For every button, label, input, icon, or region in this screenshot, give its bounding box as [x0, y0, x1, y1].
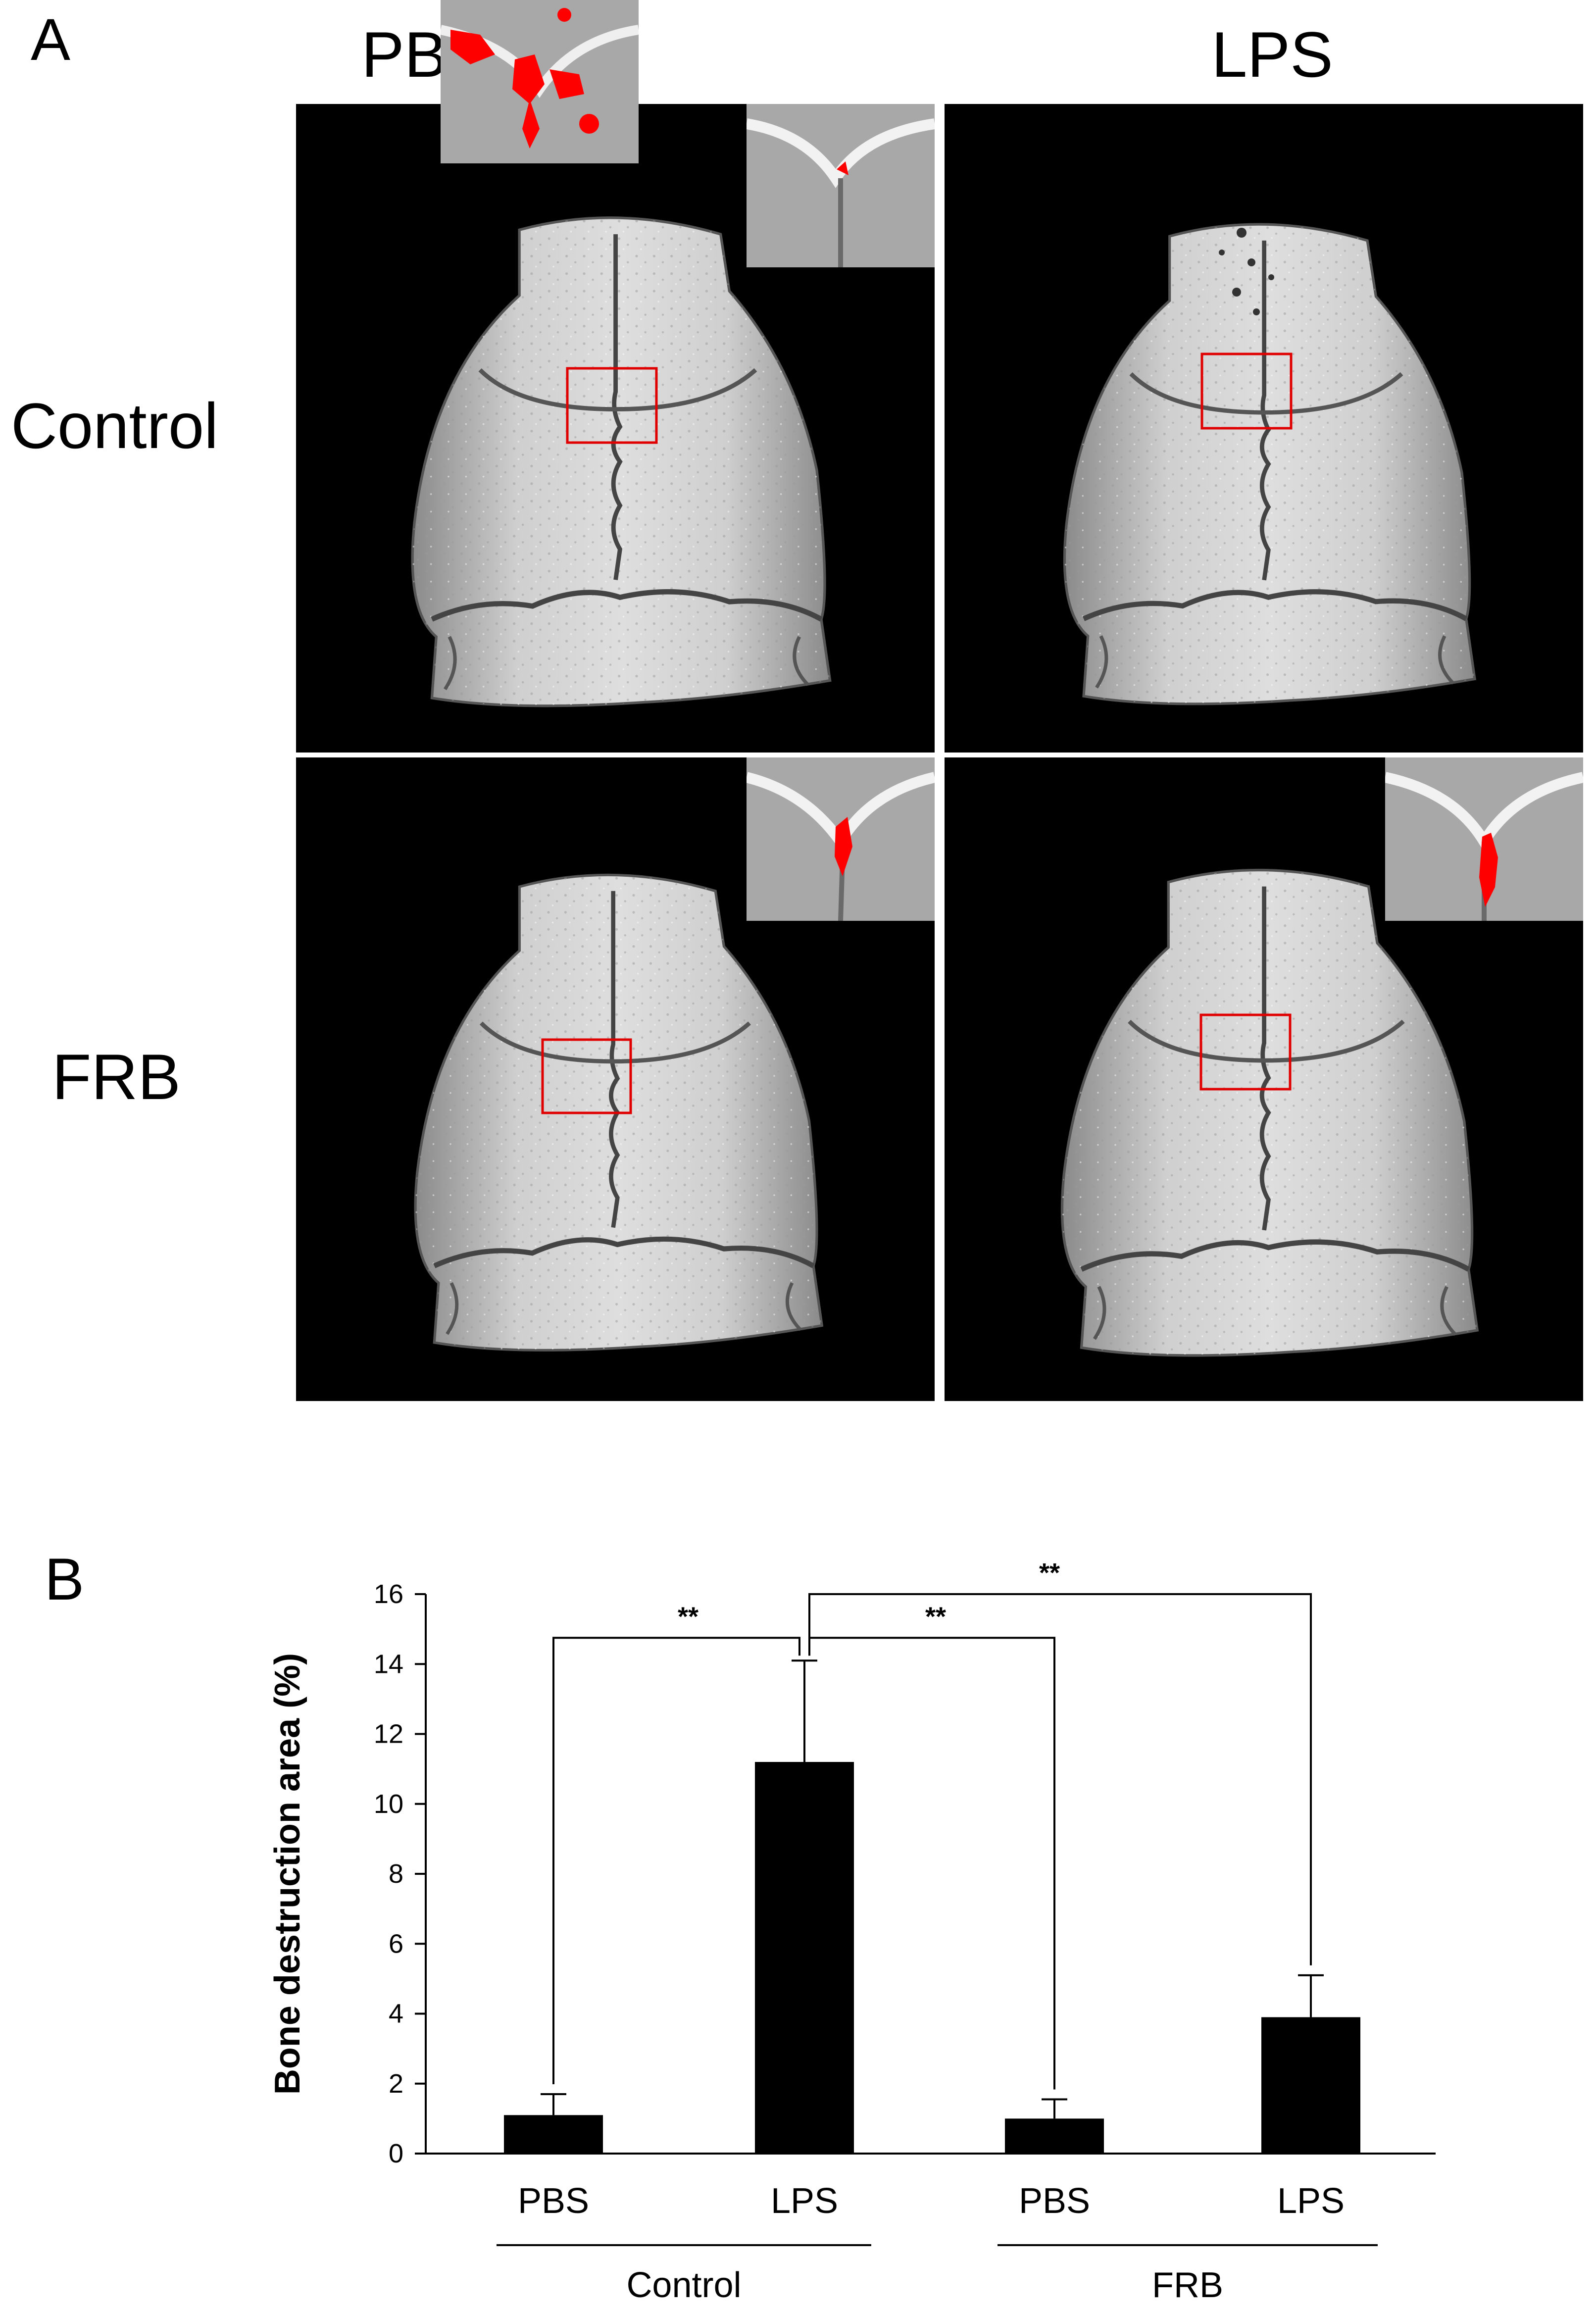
row-label-control: Control: [11, 390, 219, 462]
y-tick-label: 6: [389, 1929, 403, 1958]
bar: [1005, 2118, 1104, 2154]
y-tick-label: 14: [374, 1649, 403, 1679]
significance-label: **: [925, 1602, 946, 1631]
y-tick-label: 12: [374, 1719, 403, 1749]
microct-control-pbs: [296, 104, 935, 753]
bar-chart: 0 2 4 6 8 10 12 14 16 Bone destruction area (%) PB…: [268, 1559, 1436, 2305]
y-tick-label: 2: [389, 2069, 403, 2099]
roi-box: [1200, 352, 1293, 430]
roi-box: [541, 1038, 632, 1114]
inset-control-lps: [441, 0, 639, 163]
y-tick-label: 10: [374, 1789, 403, 1819]
group-label: Control: [626, 2265, 741, 2305]
inset-frb-lps: [1385, 757, 1583, 921]
microct-frb-lps: [945, 757, 1583, 1401]
panel-a-letter: A: [31, 6, 71, 73]
y-tick-label: 4: [389, 1999, 403, 2029]
y-tick-label: 16: [374, 1579, 403, 1609]
microct-control-lps: [945, 104, 1583, 753]
y-tick-label: 0: [389, 2139, 403, 2168]
significance-bracket: [552, 1637, 800, 2084]
category-label: PBS: [518, 2181, 589, 2221]
panel-b-letter: B: [45, 1546, 85, 1612]
inset-control-pbs: [747, 104, 935, 267]
column-label-lps: LPS: [1211, 18, 1333, 91]
significance-label: **: [1039, 1559, 1060, 1588]
bar: [755, 1762, 854, 2154]
y-tick-label: 8: [389, 1859, 403, 1889]
group-label: FRB: [1152, 2265, 1223, 2305]
roi-box: [1199, 1013, 1292, 1091]
category-label: PBS: [1019, 2181, 1090, 2221]
inset-frb-pbs: [747, 757, 935, 921]
row-label-frb: FRB: [52, 1041, 181, 1113]
significance-bracket: [808, 1593, 1312, 1965]
category-label: LPS: [1277, 2181, 1345, 2221]
y-axis-label: Bone destruction area (%): [268, 1653, 307, 2095]
category-label: LPS: [771, 2181, 838, 2221]
microct-frb-pbs: [296, 757, 935, 1401]
roi-box: [566, 367, 658, 444]
bar: [1261, 2017, 1360, 2154]
bar: [504, 2115, 603, 2154]
significance-label: **: [678, 1602, 698, 1631]
